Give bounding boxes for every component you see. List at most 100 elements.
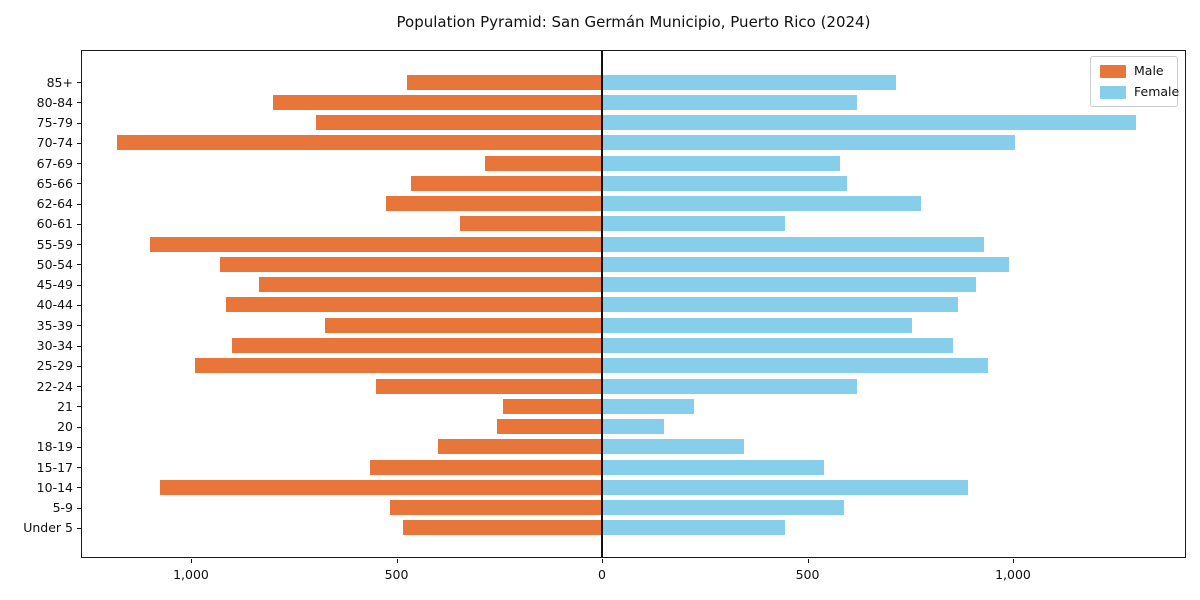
y-axis-label: 5-9 (52, 500, 73, 516)
y-axis-tick (77, 223, 81, 225)
y-axis-label: 75-79 (36, 115, 73, 131)
legend-female-label: Female (1134, 84, 1180, 99)
x-axis-tick-label: 1,000 (173, 567, 209, 582)
y-axis-label: 80-84 (36, 94, 73, 110)
age-row-21: 21 (57, 396, 1185, 416)
male-bar (117, 135, 602, 151)
male-bar (460, 216, 602, 232)
male-bar (386, 196, 602, 212)
female-bar (602, 459, 824, 475)
y-axis-label: 70-74 (36, 135, 73, 151)
y-axis-tick (77, 284, 81, 286)
male-bar (149, 236, 602, 252)
male-bar (390, 500, 602, 516)
x-axis-tick (807, 559, 809, 563)
y-axis-tick (77, 446, 81, 448)
age-row-55-59: 55-59 (37, 234, 1185, 254)
age-row-75-79: 75-79 (37, 113, 1185, 133)
y-axis-tick (77, 507, 81, 509)
age-row-40-44: 40-44 (37, 295, 1185, 315)
age-row-5-9: 5-9 (53, 497, 1185, 517)
female-bar (602, 479, 968, 495)
age-row-18-19: 18-19 (37, 437, 1185, 457)
y-axis-label: 55-59 (36, 236, 73, 252)
female-bar (602, 135, 1016, 151)
male-bar (316, 115, 602, 131)
y-axis-tick (77, 527, 81, 529)
male-bar (402, 520, 602, 536)
age-row-70-74: 70-74 (37, 133, 1185, 153)
male-bar (484, 155, 602, 171)
y-axis-label: 10-14 (36, 479, 73, 495)
female-bar (602, 439, 744, 455)
legend: Male Female (1090, 56, 1179, 107)
age-row-10-14: 10-14 (37, 477, 1185, 497)
y-axis-tick (77, 102, 81, 104)
y-axis-tick (77, 142, 81, 144)
female-bar (602, 297, 958, 313)
female-bar (602, 175, 847, 191)
male-bar (160, 479, 602, 495)
male-bar (232, 338, 602, 354)
x-axis-tick (396, 559, 398, 563)
age-row-45-49: 45-49 (37, 275, 1185, 295)
female-bar (602, 358, 989, 374)
female-bar (602, 338, 954, 354)
x-axis-tick (602, 559, 603, 563)
age-row-22-24: 22-24 (37, 376, 1185, 396)
female-bar (602, 94, 857, 110)
y-axis-tick (77, 82, 81, 84)
y-axis-tick (77, 264, 81, 266)
chart-title: Population Pyramid: San Germán Municipio… (396, 13, 871, 31)
y-axis-label: 30-34 (36, 338, 73, 354)
y-axis-tick (77, 487, 81, 489)
zero-baseline (601, 51, 603, 557)
y-axis-tick (77, 304, 81, 306)
y-axis-label: 65-66 (36, 175, 73, 191)
male-bar (437, 439, 602, 455)
x-axis-tick-label: 500 (795, 567, 820, 582)
age-row-65-66: 65-66 (37, 173, 1185, 193)
y-axis-tick (77, 345, 81, 347)
x-axis-tick-label: 1,000 (995, 567, 1031, 582)
y-axis-label: 21 (57, 398, 73, 414)
male-bar (410, 175, 602, 191)
y-axis-label: 15-17 (36, 459, 73, 475)
y-axis-tick (77, 426, 81, 428)
legend-male-label: Male (1134, 63, 1164, 78)
y-axis-label: 62-64 (36, 196, 73, 212)
x-axis-tick-label: 0 (598, 567, 606, 582)
y-axis-label: 18-19 (36, 439, 73, 455)
legend-entry-female: Female (1100, 85, 1179, 99)
female-bar (602, 419, 664, 435)
age-row-62-64: 62-64 (37, 194, 1185, 214)
y-axis-tick (77, 365, 81, 367)
male-bar (273, 94, 602, 110)
female-bar (602, 155, 841, 171)
male-bar (225, 297, 602, 313)
x-axis-tick (191, 559, 192, 563)
age-row-15-17: 15-17 (37, 457, 1185, 477)
male-bar (258, 277, 602, 293)
y-axis-label: 40-44 (36, 297, 73, 313)
male-bar (324, 317, 602, 333)
y-axis-label: 22-24 (36, 378, 73, 394)
female-bar (602, 317, 913, 333)
female-bar (602, 236, 985, 252)
x-axis-tick-label: 500 (384, 567, 409, 582)
female-bar (602, 196, 921, 212)
male-bar (497, 419, 602, 435)
y-axis-label: 67-69 (36, 155, 73, 171)
female-bar (602, 520, 785, 536)
y-axis-label: 25-29 (36, 358, 73, 374)
female-swatch (1100, 85, 1126, 99)
y-axis-label: 50-54 (36, 256, 73, 272)
y-axis-label: Under 5 (23, 520, 73, 536)
y-axis-tick (77, 325, 81, 327)
female-bar (602, 256, 1009, 272)
age-row-25-29: 25-29 (37, 356, 1185, 376)
male-bar (406, 74, 602, 90)
age-row-85+: 85+ (47, 72, 1185, 92)
y-axis-tick (77, 203, 81, 205)
y-axis-tick (77, 244, 81, 246)
